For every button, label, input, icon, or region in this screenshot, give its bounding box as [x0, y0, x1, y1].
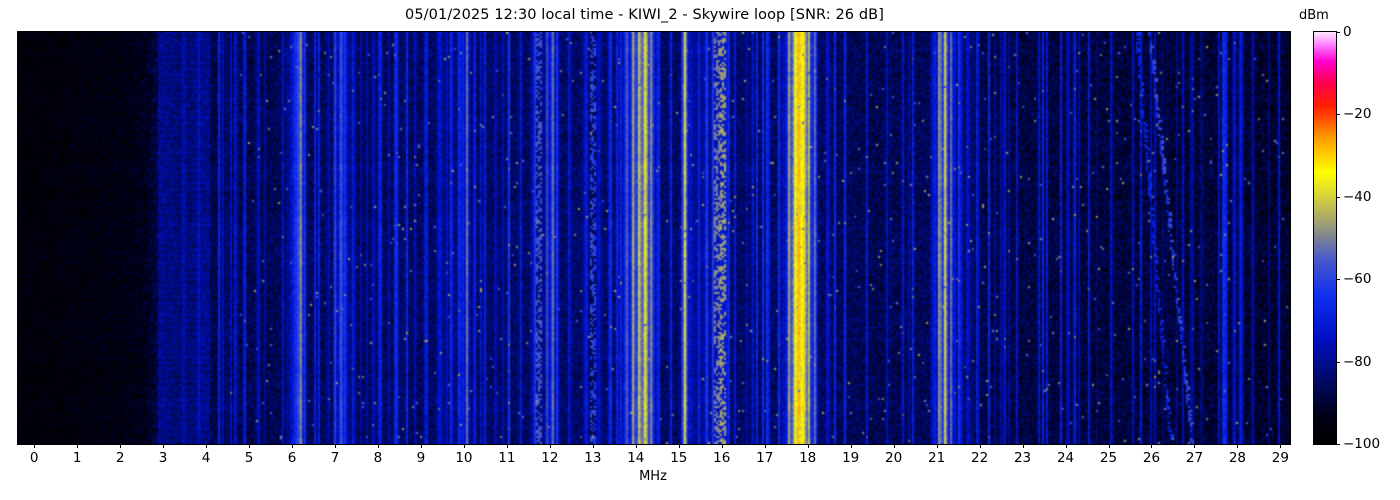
x-tick-label: 9 [416, 450, 426, 466]
x-tick-mark [893, 444, 895, 448]
x-tick-mark [335, 444, 336, 448]
x-axis-ticks: 0 1 2 3 4 5 6 7 8 9 10 11 12 13 14 15 16 17 18 19 20 21 22 23 24… [17, 444, 1289, 466]
x-tick-mark [34, 444, 36, 448]
x-tick-label: 5 [244, 450, 254, 466]
x-tick-label: 8 [373, 450, 383, 466]
x-tick-mark [1065, 444, 1067, 448]
x-tick-mark [764, 444, 766, 448]
x-tick-mark [678, 444, 680, 448]
colorbar-tick-mark [1336, 114, 1340, 116]
x-tick-mark [292, 444, 294, 448]
x-tick-mark [1151, 444, 1153, 448]
colorbar-label: dBm [1299, 8, 1329, 23]
x-tick-mark [936, 444, 938, 448]
colorbar-tick-label: −40 [1343, 188, 1372, 205]
x-tick-label: 14 [627, 450, 645, 466]
x-tick-mark [1108, 444, 1110, 448]
x-axis-label: MHz [639, 469, 667, 484]
x-tick-mark [120, 444, 122, 448]
x-tick-mark [1194, 444, 1196, 448]
x-tick-mark [721, 444, 723, 448]
x-tick-mark [420, 444, 422, 448]
x-tick-label: 23 [1013, 450, 1032, 466]
x-tick-mark [249, 444, 251, 448]
x-tick-label: 16 [713, 450, 731, 466]
x-tick-mark [206, 444, 208, 448]
x-tick-label: 22 [971, 450, 989, 466]
colorbar-tick-label: −20 [1343, 106, 1372, 123]
spectrogram-heatmap[interactable] [18, 32, 1290, 444]
colorbar-tick-label: 0 [1343, 24, 1352, 40]
x-tick-mark [1237, 444, 1239, 448]
x-tick-mark [377, 444, 379, 448]
x-tick-label: 0 [29, 450, 39, 466]
x-tick-mark [1022, 444, 1024, 448]
x-tick-label: 2 [115, 450, 125, 466]
x-tick-label: 17 [756, 450, 774, 466]
x-tick-mark [850, 444, 852, 448]
x-tick-label: 6 [287, 450, 297, 466]
x-tick-label: 4 [201, 450, 211, 466]
x-tick-mark [979, 444, 981, 448]
x-tick-label: 29 [1271, 450, 1289, 466]
colorbar-tick-mark [1336, 32, 1340, 33]
colorbar-ticks: 0 −20 −40 −60 −80 −100 [1336, 24, 1396, 452]
x-tick-mark [1280, 444, 1282, 448]
x-tick-label: 13 [584, 450, 602, 466]
colorbar-tick-mark [1336, 196, 1340, 198]
colorbar-tick-label: −80 [1343, 353, 1372, 370]
x-tick-label: 26 [1142, 450, 1161, 466]
x-tick-mark [807, 444, 809, 448]
x-tick-mark [77, 444, 79, 448]
x-tick-label: 1 [72, 450, 82, 466]
colorbar-tick-mark [1336, 279, 1340, 281]
colorbar-axes [1313, 31, 1337, 445]
x-tick-label: 18 [799, 450, 817, 466]
page-title: 05/01/2025 12:30 local time - KIWI_2 - S… [405, 7, 884, 23]
x-tick-label: 24 [1056, 450, 1075, 466]
x-tick-mark [163, 444, 165, 448]
x-tick-mark [463, 444, 465, 448]
colorbar-tick-mark [1336, 444, 1340, 445]
spectrogram-axes[interactable] [17, 31, 1291, 445]
x-tick-label: 7 [330, 450, 340, 466]
x-tick-mark [592, 444, 594, 448]
x-tick-mark [635, 444, 637, 448]
colorbar-tick-label: −100 [1343, 436, 1381, 452]
x-tick-label: 28 [1228, 450, 1247, 466]
x-tick-label: 11 [498, 450, 516, 466]
colorbar-tick-mark [1336, 361, 1340, 363]
x-tick-label: 21 [928, 450, 946, 466]
x-tick-label: 27 [1185, 450, 1204, 466]
x-tick-label: 12 [541, 450, 559, 466]
x-tick-mark [549, 444, 551, 448]
x-tick-label: 25 [1099, 450, 1118, 466]
x-tick-label: 20 [885, 450, 903, 466]
colorbar-gradient [1314, 32, 1336, 444]
x-tick-mark [506, 444, 508, 448]
x-tick-label: 3 [158, 450, 168, 466]
colorbar-tick-label: −60 [1343, 271, 1372, 288]
x-tick-label: 10 [455, 450, 473, 466]
x-tick-label: 15 [670, 450, 688, 466]
x-tick-label: 19 [842, 450, 860, 466]
